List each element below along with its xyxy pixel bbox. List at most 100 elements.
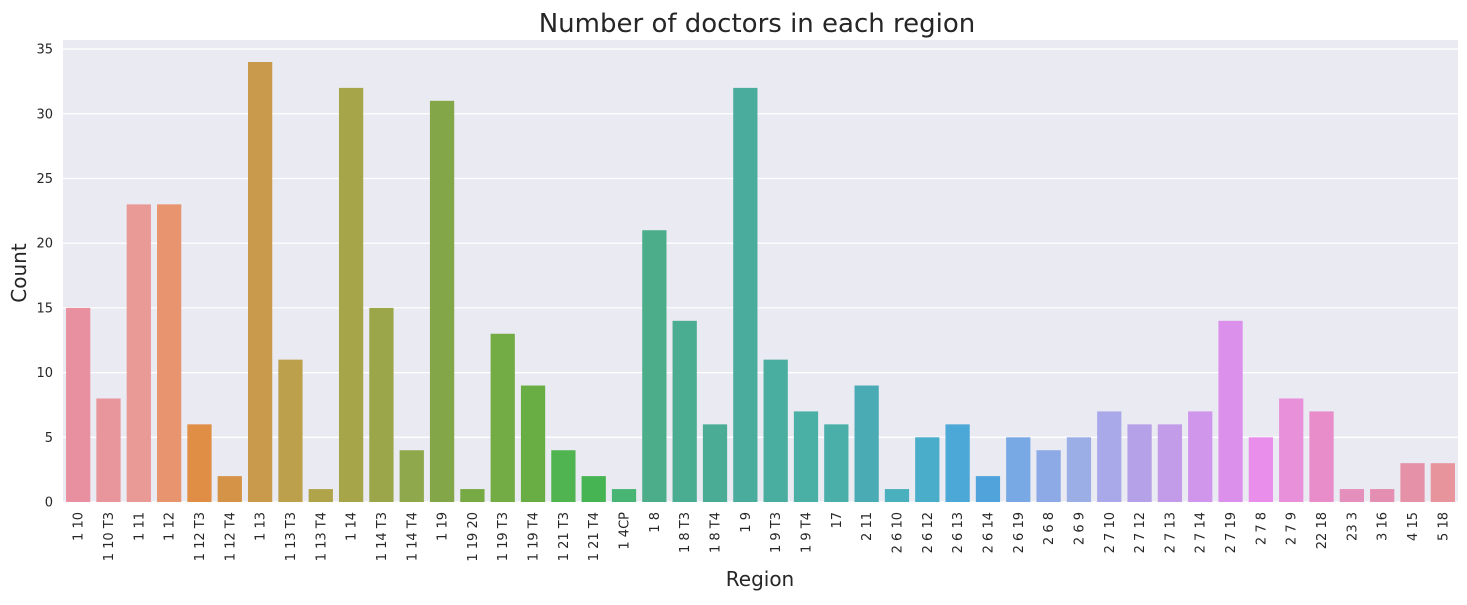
bar — [1248, 437, 1274, 502]
bar — [1339, 489, 1364, 502]
y-tick-label: 30 — [36, 107, 53, 122]
x-tick-label: 1 12 — [163, 512, 178, 541]
bar — [1400, 463, 1425, 502]
bar — [157, 204, 182, 502]
x-tick-label: 1 13 T4 — [314, 512, 329, 561]
y-tick-label: 35 — [36, 43, 53, 58]
x-tick-label: 2 6 19 — [1012, 512, 1027, 553]
x-tick-label: 3 16 — [1376, 512, 1391, 541]
x-tick-label: 4 15 — [1406, 512, 1421, 541]
x-tick-label: 1 14 — [345, 512, 360, 541]
bar — [702, 424, 728, 502]
y-tick-label: 0 — [45, 496, 53, 511]
bar — [308, 489, 333, 502]
bar — [278, 359, 303, 502]
x-tick-label: 5 18 — [1436, 512, 1451, 541]
bar — [1218, 320, 1243, 502]
x-tick-label: 2 11 — [860, 512, 875, 541]
x-tick-label: 2 7 9 — [1285, 512, 1300, 545]
bar — [1309, 411, 1334, 502]
bar — [490, 333, 515, 502]
chart-title: Number of doctors in each region — [539, 9, 976, 39]
bar — [1188, 411, 1213, 502]
bar — [1430, 463, 1455, 502]
bar — [66, 307, 91, 502]
x-tick-label: 2 6 10 — [890, 512, 905, 553]
bar — [581, 476, 606, 502]
y-tick-label: 10 — [36, 366, 53, 381]
y-tick-label: 20 — [36, 237, 53, 252]
x-tick-label: 2 6 9 — [1072, 512, 1087, 545]
x-tick-label: 1 12 T4 — [223, 512, 238, 561]
bar — [126, 204, 151, 502]
bar — [338, 87, 364, 502]
x-tick-label: 1 9 — [739, 512, 754, 533]
x-tick-label: 1 12 T3 — [193, 512, 208, 561]
x-tick-label: 17 — [830, 512, 845, 529]
x-tick-label: 22 18 — [1315, 512, 1330, 549]
bar — [733, 87, 758, 502]
y-tick-label: 15 — [36, 301, 53, 316]
bar — [399, 450, 424, 502]
x-tick-label: 1 19 — [436, 512, 451, 541]
x-tick-label: 1 10 — [72, 512, 87, 541]
bar — [187, 424, 212, 502]
x-tick-label: 2 6 13 — [951, 512, 966, 553]
bar — [642, 230, 667, 502]
y-tick-label: 5 — [45, 431, 53, 446]
bar — [1279, 398, 1304, 502]
x-tick-label: 1 13 T3 — [284, 512, 299, 561]
y-tick-labels: 0 5 10 15 20 25 30 35 — [36, 43, 53, 511]
x-tick-label: 1 8 — [648, 512, 663, 533]
bar — [763, 359, 788, 502]
bar — [460, 489, 485, 502]
bar — [551, 450, 576, 502]
bar — [520, 385, 546, 502]
x-tick-label: 1 21 T4 — [587, 512, 602, 561]
x-tick-label: 1 19 20 — [466, 512, 481, 562]
bar — [247, 62, 273, 502]
x-tick-label: 1 14 T4 — [405, 512, 420, 561]
x-tick-label: 1 9 T4 — [799, 512, 814, 553]
x-tick-label: 1 19 T4 — [527, 512, 542, 561]
x-tick-label: 1 21 T3 — [557, 512, 572, 561]
x-tick-label: 2 7 14 — [1194, 512, 1209, 553]
x-tick-label: 1 13 — [254, 512, 269, 541]
x-tick-label: 1 11 — [132, 512, 147, 541]
x-tick-label: 1 8 T3 — [678, 512, 693, 553]
x-tick-label: 23 3 — [1345, 512, 1360, 541]
bar — [1157, 424, 1183, 502]
bar — [96, 398, 121, 502]
x-tick-label: 1 4CP — [618, 512, 633, 550]
bar — [217, 476, 242, 502]
bar — [1370, 489, 1395, 502]
x-tick-label: 2 7 8 — [1254, 512, 1269, 545]
x-tick-label: 2 7 10 — [1103, 512, 1118, 553]
bar — [1127, 424, 1152, 502]
x-tick-label: 2 7 19 — [1224, 512, 1239, 553]
bar — [611, 489, 637, 502]
x-axis-label: Region — [726, 567, 794, 591]
y-axis-label: Count — [7, 243, 31, 303]
bar — [975, 476, 1001, 502]
bar — [793, 411, 819, 502]
bars — [66, 62, 1455, 502]
x-tick-label: 2 6 12 — [921, 512, 936, 553]
x-tick-label: 2 6 14 — [981, 512, 996, 553]
x-tick-label: 1 9 T3 — [769, 512, 784, 553]
x-tick-label: 1 19 T3 — [496, 512, 511, 561]
x-tick-label: 1 8 T4 — [709, 512, 724, 553]
bar — [854, 385, 879, 502]
bar — [1097, 411, 1122, 502]
bar — [672, 320, 697, 502]
x-tick-label: 1 14 T3 — [375, 512, 390, 561]
x-tick-label: 2 7 12 — [1133, 512, 1148, 553]
bar — [915, 437, 940, 502]
bar — [884, 489, 910, 502]
x-tick-label: 1 10 T3 — [102, 512, 117, 561]
y-tick-label: 25 — [36, 172, 53, 187]
x-tick-labels: 1 10 1 10 T3 1 11 1 12 1 12 T3 1 12 T4 1 13 1 1… — [72, 512, 1452, 562]
bar — [429, 100, 455, 502]
